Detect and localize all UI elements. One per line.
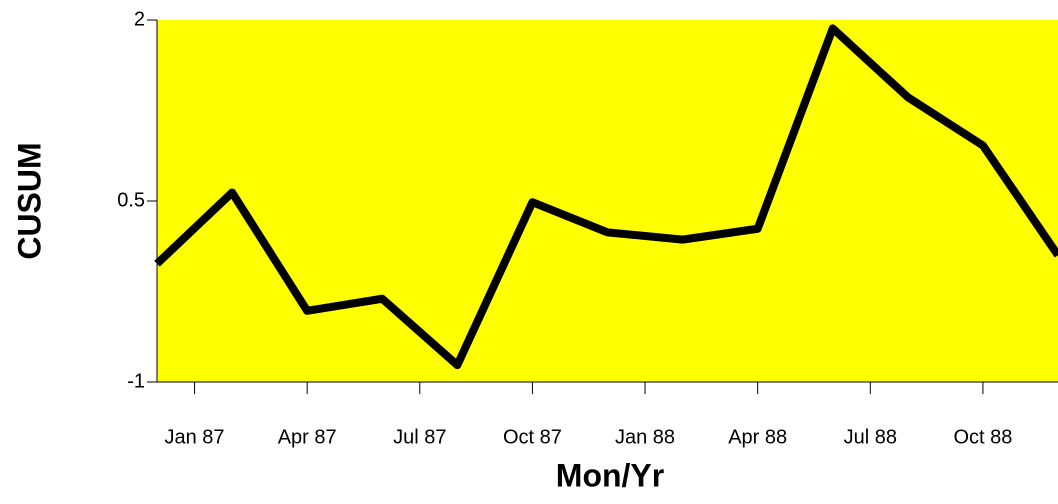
y-tick-label: -1	[127, 370, 145, 392]
plot-area	[157, 20, 1058, 382]
x-tick-label: Apr 87	[278, 426, 337, 448]
x-tick-label: Jul 88	[844, 426, 897, 448]
y-axis-title: CUSUM	[11, 142, 47, 259]
y-tick-label: 0.5	[117, 189, 145, 211]
y-tick-label: 2	[134, 8, 145, 30]
data-line	[154, 24, 1058, 370]
x-tick-label: Apr 88	[728, 426, 787, 448]
x-tick-label: Jul 87	[393, 426, 446, 448]
x-axis-title: Mon/Yr	[556, 457, 664, 493]
x-tick-label: Jan 87	[165, 426, 225, 448]
x-tick-label: Oct 88	[953, 426, 1012, 448]
x-tick-label: Oct 87	[503, 426, 562, 448]
x-tick-label: Jan 88	[615, 426, 675, 448]
